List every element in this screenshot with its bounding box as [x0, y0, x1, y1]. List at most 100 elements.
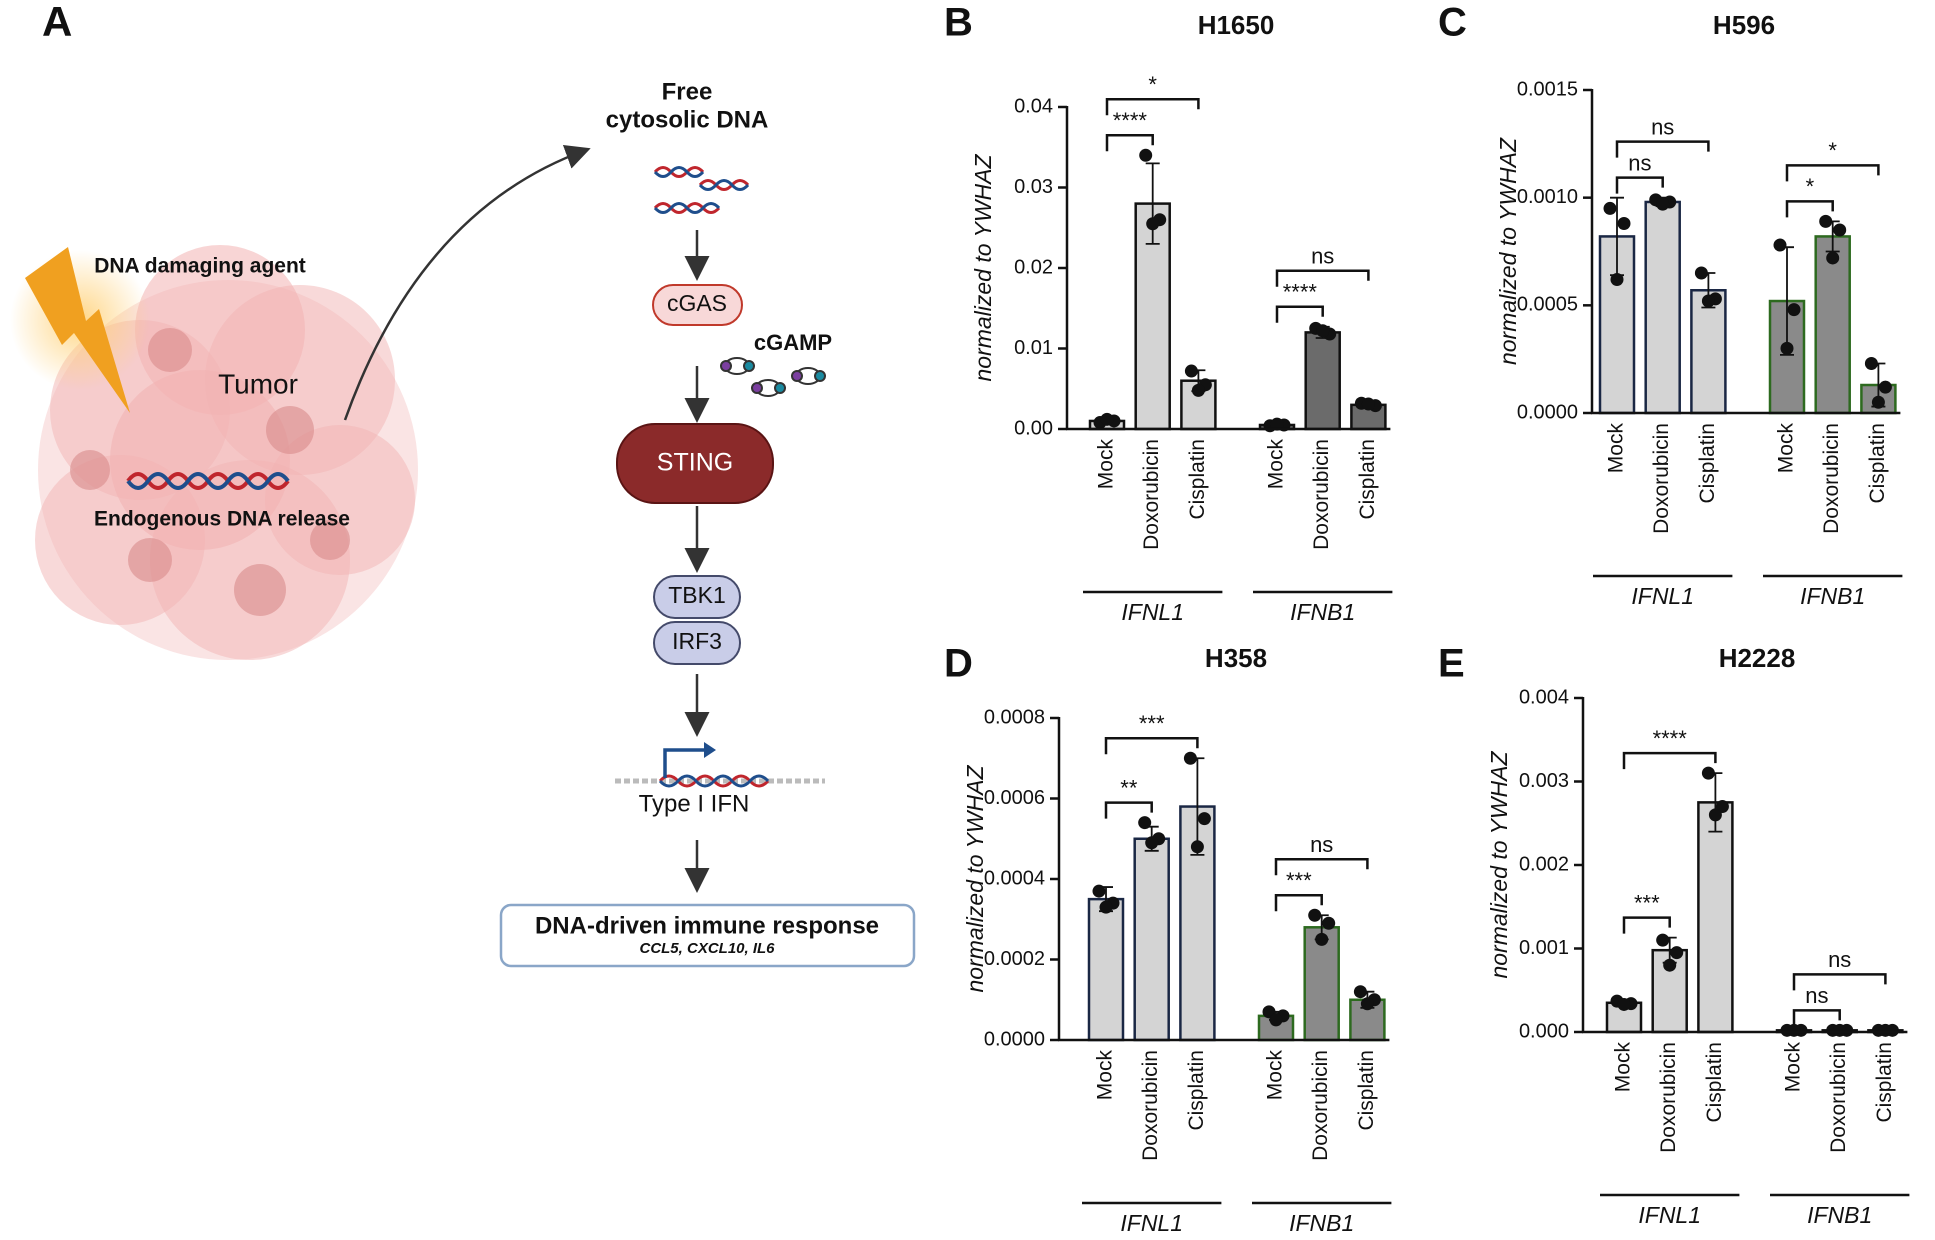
- significance-label: ***: [1286, 868, 1312, 893]
- y-tick-label: 0.002: [1519, 853, 1569, 875]
- significance-bracket: [1275, 269, 1370, 287]
- data-point: [1878, 380, 1892, 394]
- x-tick-label: Doxorubicin: [1140, 439, 1163, 550]
- significance-bracket: [1792, 973, 1887, 991]
- significance-bracket: [1274, 893, 1323, 912]
- x-tick-label: Doxorubicin: [1139, 1050, 1162, 1161]
- y-tick-label: 0.03: [1014, 176, 1053, 198]
- significance-bracket: [1785, 200, 1834, 218]
- x-tick-label: Mock: [1775, 423, 1798, 474]
- significance-label: ns: [1311, 244, 1334, 269]
- group-label: IFNB1: [1289, 1210, 1354, 1236]
- data-point: [1708, 808, 1722, 822]
- data-point: [1360, 997, 1374, 1011]
- y-tick-label: 0.0000: [1517, 401, 1578, 423]
- cgamp-label: cGAMP: [754, 330, 832, 355]
- x-tick-label: Mock: [1264, 1050, 1287, 1101]
- data-point: [1610, 272, 1624, 286]
- chart-title: H358: [1205, 643, 1267, 673]
- group-label: IFNB1: [1800, 583, 1865, 609]
- tumor-cells: [35, 245, 418, 660]
- significance-label: ns: [1828, 947, 1851, 972]
- data-point: [1603, 201, 1617, 215]
- node-label: TBK1: [668, 582, 726, 608]
- significance-label: ns: [1310, 832, 1333, 857]
- data-point: [1100, 412, 1114, 426]
- chart-title: H1650: [1198, 10, 1275, 40]
- panel-letter: D: [944, 642, 973, 686]
- bar: [1644, 200, 1681, 415]
- significance-bracket: [1104, 801, 1153, 819]
- bar: [1087, 897, 1125, 1042]
- x-tick-label: Mock: [1265, 439, 1288, 490]
- data-point: [1871, 395, 1885, 409]
- data-point: [1864, 356, 1878, 370]
- bar: [1303, 926, 1340, 1042]
- dna-label: Free: [662, 78, 713, 105]
- significance-bracket: [1105, 98, 1200, 116]
- data-point: [1191, 383, 1205, 397]
- data-point: [1197, 812, 1211, 826]
- bar: [1304, 331, 1341, 431]
- significance-bracket: [1104, 737, 1199, 755]
- group-label: IFNL1: [1121, 599, 1184, 625]
- data-point: [1787, 303, 1801, 317]
- data-point: [1183, 751, 1197, 765]
- data-point: [1701, 294, 1715, 308]
- significance-bracket: [1615, 140, 1710, 158]
- significance-label: *: [1828, 138, 1837, 163]
- data-point: [1138, 816, 1152, 830]
- panel-letter: A: [42, 0, 72, 45]
- x-tick-label: Cisplatin: [1703, 1042, 1726, 1123]
- y-tick-label: 0.02: [1014, 256, 1053, 278]
- data-point: [1322, 916, 1336, 930]
- dna-label: cytosolic DNA: [606, 106, 769, 133]
- ifn-label: Type I IFN: [639, 790, 750, 817]
- y-axis-label: normalized to YWHAZ: [962, 765, 988, 993]
- bar: [1690, 289, 1727, 415]
- significance-label: *: [1148, 72, 1157, 97]
- genes-label: CCL5, CXCL10, IL6: [639, 940, 775, 957]
- group-label: IFNB1: [1807, 1202, 1872, 1228]
- x-tick-label: Doxorubicin: [1657, 1042, 1680, 1153]
- data-point: [1139, 148, 1153, 162]
- data-point: [1190, 840, 1204, 854]
- x-tick-label: Doxorubicin: [1310, 439, 1333, 550]
- significance-label: ***: [1634, 890, 1660, 915]
- x-tick-label: Doxorubicin: [1650, 423, 1673, 534]
- data-point: [1270, 417, 1284, 431]
- data-point: [1833, 1023, 1847, 1037]
- data-point: [1316, 324, 1330, 338]
- significance-bracket: [1275, 305, 1324, 323]
- data-point: [1145, 836, 1159, 850]
- data-point: [1617, 997, 1631, 1011]
- agent-label: DNA damaging agent: [94, 255, 306, 278]
- group-label: IFNL1: [1638, 1202, 1701, 1228]
- group-label: IFNB1: [1290, 599, 1355, 625]
- y-tick-label: 0.00: [1014, 417, 1053, 439]
- x-tick-label: Doxorubicin: [1827, 1042, 1850, 1153]
- lightning: [25, 247, 130, 413]
- data-point: [1656, 933, 1670, 947]
- data-point: [1670, 946, 1684, 960]
- significance-label: ns: [1805, 983, 1828, 1008]
- bar: [1133, 837, 1170, 1042]
- significance-label: ****: [1113, 108, 1148, 133]
- x-tick-label: Cisplatin: [1866, 423, 1889, 504]
- data-point: [1780, 341, 1794, 355]
- x-tick-label: Mock: [1605, 423, 1628, 474]
- data-point: [1099, 900, 1113, 914]
- panel-letter: B: [944, 1, 973, 45]
- x-tick-label: Cisplatin: [1356, 439, 1379, 520]
- significance-bracket: [1785, 164, 1880, 182]
- response-label: DNA-driven immune response: [535, 912, 879, 939]
- group-label: IFNL1: [1120, 1210, 1183, 1236]
- y-tick-label: 0.000: [1519, 1020, 1569, 1042]
- x-tick-label: Mock: [1782, 1042, 1805, 1093]
- node-label: STING: [657, 449, 733, 477]
- data-point: [1663, 958, 1677, 972]
- cgamp-icons: [720, 357, 826, 397]
- significance-label: ****: [1283, 280, 1318, 305]
- y-axis-label: normalized to YWHAZ: [1495, 137, 1521, 365]
